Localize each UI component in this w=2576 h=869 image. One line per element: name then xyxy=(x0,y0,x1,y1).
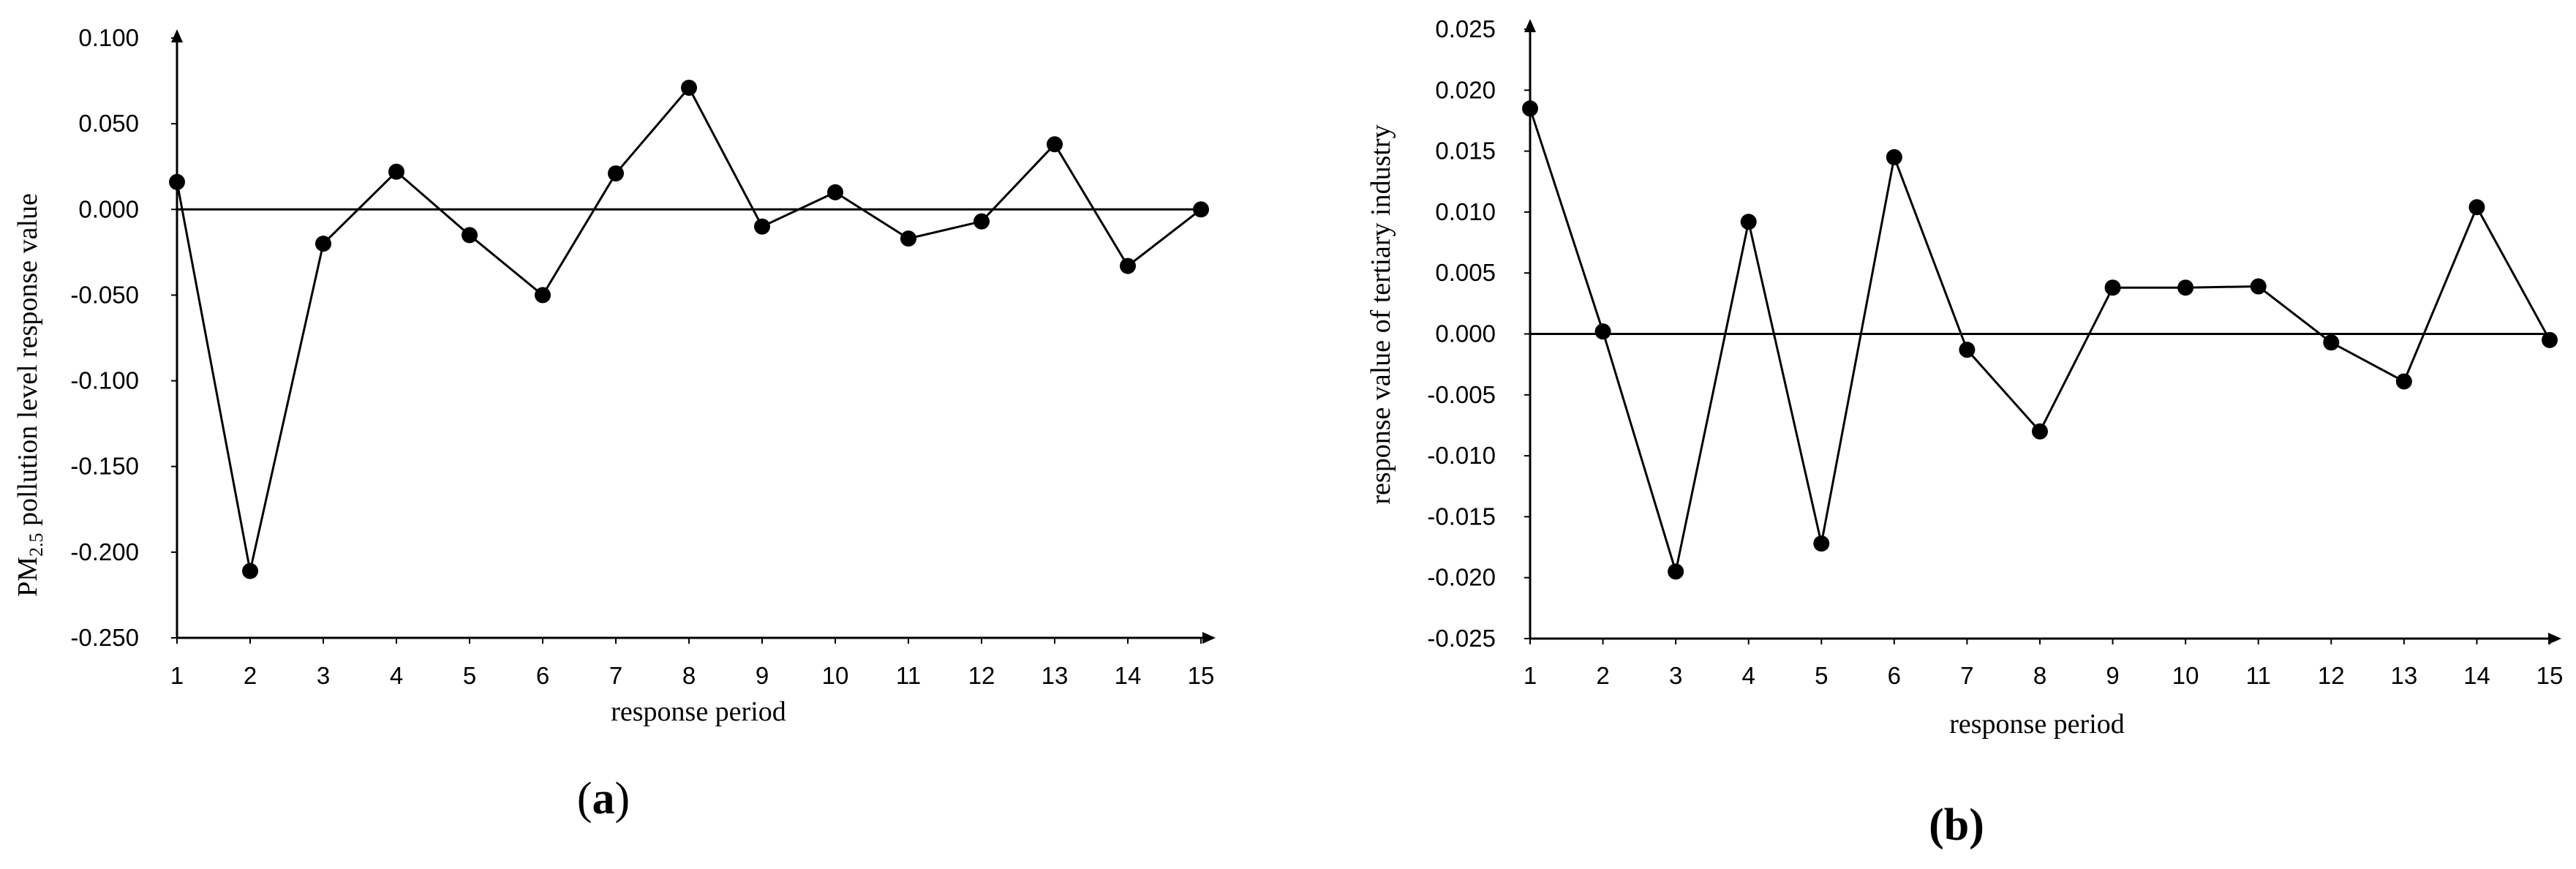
chart-a-x-tick-label: 4 xyxy=(390,662,403,689)
chart-b-x-tick-label: 14 xyxy=(2463,662,2490,689)
chart-b-data-point xyxy=(1522,100,1538,117)
chart-a-y-axis-arrow xyxy=(171,29,183,42)
chart-a-data-point xyxy=(754,218,770,235)
chart-a-y-tick-label: -0.050 xyxy=(70,281,139,308)
chart-a-series-line xyxy=(176,86,1202,571)
chart-a-x-tick-label: 1 xyxy=(170,662,184,689)
chart-a-y-tick-label: 0.000 xyxy=(78,195,139,222)
chart-b: response value of tertiary industry resp… xyxy=(1366,15,2563,850)
chart-a-x-tick-label: 14 xyxy=(1115,662,1142,689)
chart-a-data-point xyxy=(608,165,624,182)
chart-a-x-axis-arrow xyxy=(1202,632,1216,644)
chart-b-y-tick-label: 0.000 xyxy=(1435,320,1496,347)
chart-a-x-tick-label: 5 xyxy=(463,662,476,689)
chart-a-y-tick-label: -0.150 xyxy=(70,453,139,480)
chart-b-data-point xyxy=(1813,535,1830,552)
chart-b-x-axis-title: response period xyxy=(1949,709,2125,740)
chart-b-data-point xyxy=(2032,423,2048,440)
chart-a-x-tick-label: 12 xyxy=(968,662,995,689)
chart-b-x-tick-label: 3 xyxy=(1669,662,1682,689)
chart-b-x-tick-label: 13 xyxy=(2390,662,2417,689)
chart-a-data-point xyxy=(388,163,404,180)
chart-b-x-tick-label: 7 xyxy=(1960,662,1973,689)
chart-a-x-tick-label: 13 xyxy=(1042,662,1069,689)
chart-b-data-point xyxy=(2177,279,2194,296)
chart-b-y-tick-label: -0.020 xyxy=(1427,564,1496,591)
chart-a-x-tick-label: 2 xyxy=(244,662,257,689)
chart-a-data-point xyxy=(169,173,185,190)
chart-b-x-tick-label: 4 xyxy=(1742,662,1755,689)
chart-a-x-tick-label: 8 xyxy=(682,662,696,689)
chart-b-data-point xyxy=(2104,279,2121,296)
chart-a-y-tick-label: -0.250 xyxy=(70,624,139,651)
chart-b-data-point xyxy=(2395,373,2412,390)
chart-a-data-point xyxy=(827,184,843,200)
chart-b-data-point xyxy=(2323,334,2340,351)
chart-b-data-point xyxy=(1740,214,1757,230)
chart-b-y-tick-label: 0.015 xyxy=(1435,138,1496,165)
chart-a-x-tick-label: 6 xyxy=(536,662,549,689)
chart-b-data-point xyxy=(1668,563,1684,580)
chart-a-y-axis-title: PM2.5 pollution level response value xyxy=(12,193,47,597)
chart-a-x-tick-label: 3 xyxy=(317,662,330,689)
chart-a-data-point xyxy=(1047,136,1063,153)
chart-b-data-point xyxy=(1886,148,1902,165)
chart-b-panel-label: (b) xyxy=(1929,800,1984,850)
chart-b-data-point xyxy=(2468,199,2485,216)
chart-a-y-tick-label: -0.200 xyxy=(70,538,139,565)
chart-b-x-tick-label: 15 xyxy=(2537,662,2564,689)
chart-b-y-tick-label: 0.025 xyxy=(1435,15,1496,42)
chart-b-y-axis-arrow xyxy=(1524,19,1536,32)
chart-a-x-tick-label: 7 xyxy=(609,662,622,689)
chart-a-x-tick-label: 11 xyxy=(896,662,921,689)
chart-a-data-point xyxy=(462,227,478,244)
chart-b-data-point xyxy=(1594,323,1611,340)
chart-a: PM2.5 pollution level response value res… xyxy=(12,24,1216,824)
chart-b-x-tick-label: 1 xyxy=(1524,662,1537,689)
chart-b-x-tick-label: 2 xyxy=(1596,662,1609,689)
chart-a-data-point xyxy=(900,230,916,247)
chart-b-data-point xyxy=(2250,278,2267,295)
chart-a-data-point xyxy=(242,563,258,579)
chart-a-data-point xyxy=(681,79,697,96)
chart-a-x-tick-label: 15 xyxy=(1188,662,1215,689)
chart-a-y-tick-label: 0.100 xyxy=(78,24,139,51)
chart-a-y-tick-label: 0.050 xyxy=(78,110,139,137)
chart-b-x-tick-label: 10 xyxy=(2172,662,2199,689)
chart-b-y-tick-label: 0.020 xyxy=(1435,76,1496,103)
chart-a-data-point xyxy=(1193,201,1209,218)
chart-a-x-tick-label: 10 xyxy=(822,662,849,689)
chart-b-x-tick-label: 11 xyxy=(2246,662,2271,689)
chart-b-x-tick-label: 9 xyxy=(2106,662,2119,689)
chart-b-x-tick-label: 8 xyxy=(2033,662,2046,689)
chart-b-data-point xyxy=(1959,342,1976,358)
chart-a-y-tick-label: -0.100 xyxy=(70,367,139,394)
chart-b-y-tick-label: -0.010 xyxy=(1427,442,1496,469)
chart-a-data-point xyxy=(1120,257,1136,274)
chart-a-x-tick-label: 9 xyxy=(756,662,769,689)
chart-b-y-tick-label: 0.010 xyxy=(1435,198,1496,225)
chart-b-x-tick-label: 12 xyxy=(2318,662,2345,689)
chart-a-panel-label: (a) xyxy=(577,774,630,824)
chart-b-y-tick-label: -0.005 xyxy=(1427,381,1496,408)
chart-b-y-tick-label: 0.005 xyxy=(1435,259,1496,286)
chart-a-data-point xyxy=(315,236,331,252)
chart-a-x-axis-title: response period xyxy=(611,696,786,727)
chart-b-y-tick-label: -0.025 xyxy=(1427,625,1496,652)
chart-b-y-axis-title: response value of tertiary industry xyxy=(1366,124,1396,504)
chart-b-y-tick-label: -0.015 xyxy=(1427,503,1496,530)
chart-b-x-tick-label: 6 xyxy=(1888,662,1901,689)
chart-a-data-point xyxy=(973,213,990,230)
chart-b-x-tick-label: 5 xyxy=(1815,662,1828,689)
chart-b-x-axis-arrow xyxy=(2548,633,2561,644)
chart-b-data-point xyxy=(2542,331,2558,348)
chart-a-data-point xyxy=(535,287,551,304)
chart-b-series-line xyxy=(1529,108,2551,572)
